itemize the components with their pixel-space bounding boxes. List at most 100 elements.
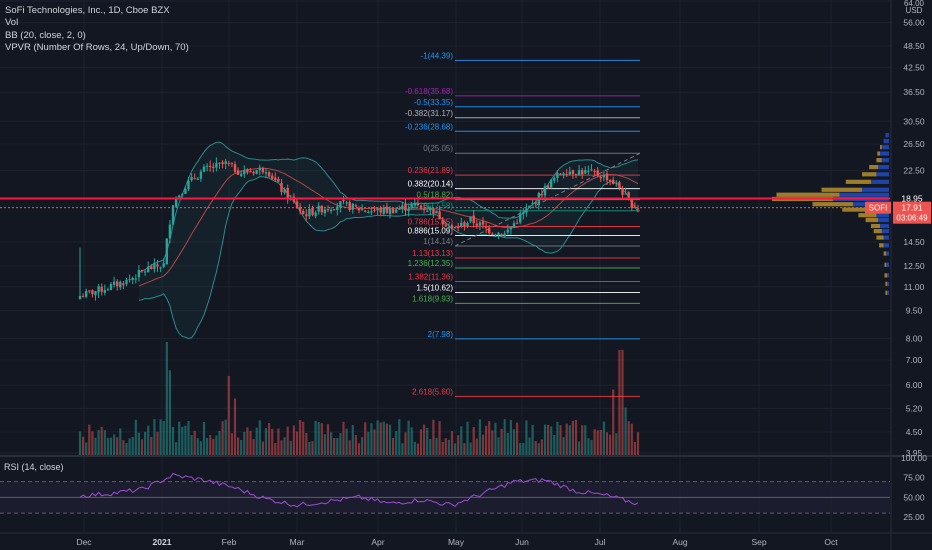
volume-bar [289, 440, 292, 455]
time-tick-label: Feb [222, 537, 237, 547]
bar-countdown: 03:06:49 [896, 214, 928, 223]
candle-body [255, 170, 258, 174]
volume-bar [271, 428, 274, 455]
volume-bar [429, 439, 432, 455]
price-tick-label: 12.50 [903, 261, 925, 271]
candle-body [444, 224, 447, 227]
candle-body [472, 215, 475, 224]
volume-bar [485, 425, 488, 455]
candle-body [500, 234, 503, 237]
fib-level-label: -0.382(31.17) [405, 109, 453, 118]
candle-body [370, 211, 373, 213]
volume-bar [190, 434, 193, 455]
fib-level-label: 1(14.14) [423, 237, 453, 246]
indicator-bb[interactable]: BB (20, close, 2, 0) [5, 29, 86, 41]
candle-body [162, 263, 165, 267]
candle-body [553, 178, 556, 181]
candle-body [556, 173, 559, 178]
rsi-label: RSI (14, close) [4, 462, 64, 472]
vpvr-row-down [885, 281, 888, 286]
vpvr-row-up [862, 187, 889, 192]
candle-body [599, 176, 602, 179]
vpvr-row-down [873, 229, 882, 234]
candle-body [546, 185, 550, 189]
candle-body [128, 279, 131, 281]
candle-body [171, 205, 175, 225]
fib-level-label: 2.618(5.60) [412, 387, 453, 396]
candle-body [581, 170, 584, 175]
volume-bar [630, 423, 633, 455]
rsi-tick-label: 25.00 [903, 512, 925, 522]
candle-body [97, 286, 100, 293]
ticker-tag: SOFI [869, 204, 888, 213]
candle-body [484, 226, 488, 228]
volume-bar [336, 438, 339, 455]
time-tick-label: Dec [76, 537, 92, 547]
volume-bar [506, 433, 509, 455]
indicator-vpvr[interactable]: VPVR (Number Of Rows, 24, Up/Down, 70) [5, 41, 189, 53]
candle-body [540, 194, 544, 196]
volume-bar [398, 419, 401, 455]
price-tick-label: 9.50 [906, 306, 923, 316]
volume-bar [494, 422, 497, 455]
volume-bar [156, 431, 159, 455]
volume-bar [410, 427, 413, 455]
volume-bar [280, 440, 283, 455]
candle-body [314, 212, 317, 217]
volume-bar [547, 424, 550, 455]
volume-bar [286, 426, 289, 455]
candle-body [122, 283, 125, 286]
volume-bar [401, 443, 404, 455]
volume-bar [376, 420, 379, 455]
candle-body [230, 163, 234, 165]
volume-bar [175, 442, 178, 455]
candle-body [190, 176, 193, 181]
candle-body [382, 207, 385, 214]
candle-body [317, 205, 320, 212]
candle-body [224, 161, 227, 165]
candle-body [460, 222, 463, 227]
candle-body [407, 208, 410, 212]
candle-body [246, 169, 249, 173]
candle-body [491, 233, 494, 235]
volume-bar [423, 424, 426, 455]
chart-legend: SoFi Technologies, Inc., 1D, Cboe BZX Vo… [5, 5, 189, 54]
volume-bar [503, 419, 506, 455]
candle-body [125, 279, 128, 284]
bb-fill [138, 142, 638, 339]
volume-bar [571, 420, 574, 455]
vpvr-row-down [842, 207, 870, 212]
volume-bar [556, 421, 559, 455]
time-tick-label: 2021 [153, 537, 172, 547]
candle-body [413, 202, 416, 206]
volume-bar [367, 431, 370, 455]
vpvr-row-down [884, 262, 887, 267]
volume-bar [370, 423, 373, 455]
candle-body [587, 170, 590, 172]
vpvr-row-down [885, 290, 888, 295]
volume-bar [488, 421, 491, 455]
candle-body [258, 167, 261, 171]
volume-bar [305, 433, 308, 455]
volume-bar [215, 435, 218, 455]
volume-bar [91, 431, 94, 455]
volume-bar [252, 439, 255, 455]
candle-body [137, 270, 141, 278]
volume-bar [624, 407, 627, 455]
volume-bar [519, 442, 522, 455]
volume-bar [578, 441, 581, 455]
indicator-vol[interactable]: Vol [5, 17, 19, 29]
candle-body [103, 290, 106, 293]
candle-body [367, 211, 370, 213]
candle-body [590, 169, 593, 171]
last-price-value: 17.91 [901, 203, 923, 213]
candle-body [605, 173, 609, 181]
volume-bar [274, 443, 277, 455]
candle-body [348, 201, 351, 211]
candle-body [236, 170, 240, 175]
candle-body [85, 290, 88, 297]
vpvr-row-up [887, 273, 889, 278]
vpvr-row-up [880, 223, 889, 229]
